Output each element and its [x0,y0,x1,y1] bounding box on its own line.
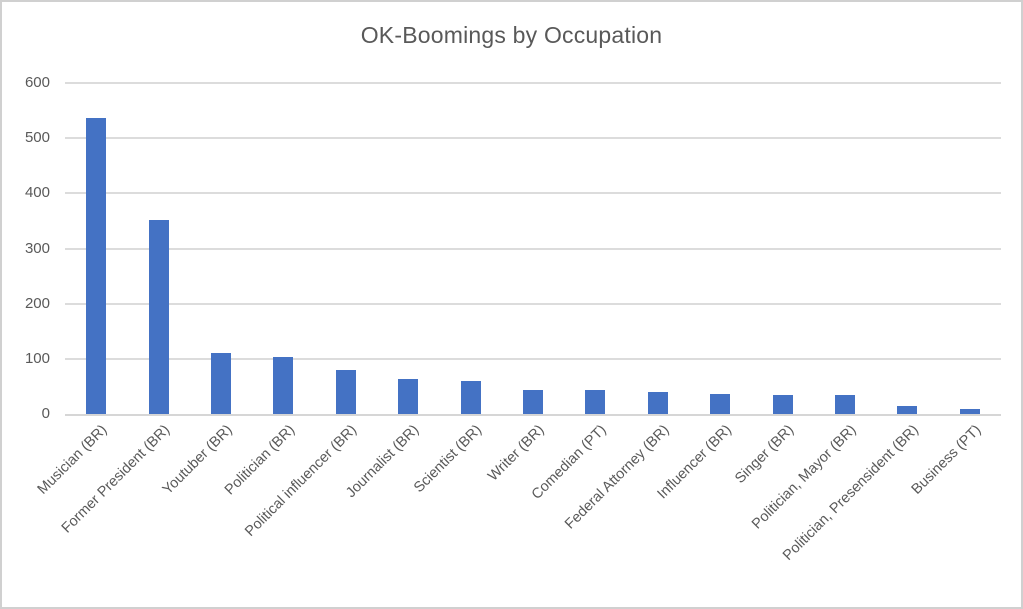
x-axis-tick-label: Singer (BR) [732,422,797,487]
y-axis-tick-label: 600 [24,74,50,91]
x-axis-tick-label: Political influencer (BR) [242,422,361,540]
bar-comedian-pt [585,390,606,414]
bar-musician-br [86,117,107,414]
x-axis-tick-label: Politician, Mayor (BR) [748,422,860,533]
bar-scientist-br [460,381,481,414]
bar-former-president-br [148,219,169,414]
x-axis-tick-label: Former President (BR) [58,422,173,537]
y-axis-tick-label: 200 [24,294,50,312]
x-axis-tick-label: Politician, Presensident (BR) [779,422,922,564]
y-axis-tick-label: 100 [24,349,50,367]
bar-politician-br [273,357,294,414]
bar-writer-br [523,390,543,414]
plot-area [65,82,1001,416]
gridline [65,247,1001,250]
y-axis-tick-label: 500 [24,129,50,147]
gridline [65,357,1001,360]
x-axis-tick-label: Federal Attorney (BR) [561,422,673,533]
bar-business-pt [959,409,980,414]
y-axis-tick-label: 300 [24,239,50,257]
x-axis-tick-label: Writer (BR) [484,422,548,485]
bar-politician-mayor-br [835,395,855,414]
bar-political-influencer-br [335,369,356,414]
y-axis-tick-label: 400 [24,184,50,202]
y-axis-tick-label: 0 [41,405,50,422]
gridline [65,82,1001,84]
gridline [65,302,1001,305]
bar-politician-presensident-br [897,405,918,414]
chart-title: OK-Boomings by Occupation [360,22,663,48]
bar-singer-br [772,395,793,414]
gridline [65,192,1001,195]
bar-federal-attorney-br [647,391,668,414]
bar-influencer-br [710,394,731,414]
bar-journalist-br [398,379,419,414]
bar-youtuber-br [211,353,231,414]
gridline [65,137,1001,140]
